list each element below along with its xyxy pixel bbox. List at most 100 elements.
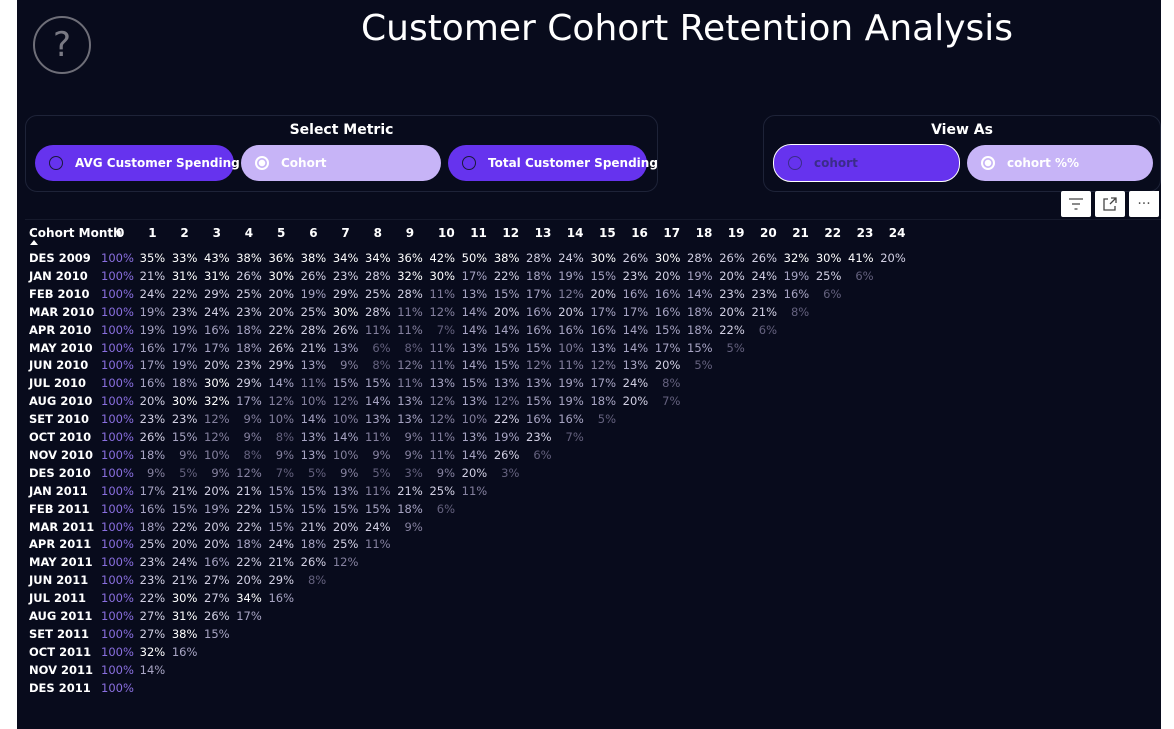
column-header[interactable]: 15 xyxy=(599,226,616,240)
radio-selected-icon xyxy=(981,156,995,170)
retention-cell: 28% xyxy=(526,251,552,265)
retention-cell: 14% xyxy=(461,304,488,319)
retention-cell: 20% xyxy=(139,394,166,409)
retention-cell: 13% xyxy=(300,447,327,462)
retention-cell: 100% xyxy=(101,376,134,391)
retention-cell: 12% xyxy=(429,394,455,409)
retention-cell: 20% xyxy=(204,483,230,498)
metric-slicer: Select Metric AVG Customer Spending Coho… xyxy=(25,115,658,192)
retention-cell: 16% xyxy=(139,501,166,516)
retention-cell: 11% xyxy=(365,430,391,444)
retention-cell: 11% xyxy=(429,286,455,301)
retention-cell: 10% xyxy=(268,412,294,427)
retention-cell: 30% xyxy=(171,394,198,409)
column-header[interactable]: 23 xyxy=(856,226,874,240)
column-header[interactable]: 17 xyxy=(663,226,681,240)
column-header[interactable]: 6 xyxy=(309,226,318,240)
metric-option-avg-customer-spending[interactable]: AVG Customer Spending xyxy=(35,145,240,181)
retention-cell: 100% xyxy=(101,251,134,265)
column-header[interactable]: 18 xyxy=(695,226,713,240)
retention-cell: 16% xyxy=(526,412,552,427)
retention-cell: 19% xyxy=(558,376,584,391)
retention-cell: 20% xyxy=(236,573,262,588)
retention-cell: 26% xyxy=(493,447,520,462)
view-option-cohort[interactable]: cohort xyxy=(773,144,960,182)
retention-cell: 22% xyxy=(236,555,262,570)
retention-cell: 100% xyxy=(101,465,134,480)
retention-cell: 29% xyxy=(204,286,230,301)
retention-cell: 36% xyxy=(397,251,423,265)
retention-cell: 17% xyxy=(236,394,262,409)
option-label: cohort xyxy=(814,156,858,170)
retention-cell: 100% xyxy=(101,394,134,409)
view-option-cohort-percent[interactable]: cohort %% xyxy=(967,145,1153,181)
column-header[interactable]: 2 xyxy=(180,226,189,240)
retention-cell: 11% xyxy=(397,304,423,319)
retention-cell: 15% xyxy=(332,501,359,516)
retention-cell: 25% xyxy=(236,286,262,301)
column-header[interactable]: 7 xyxy=(341,226,350,240)
retention-cell: 12% xyxy=(236,465,262,480)
retention-cell: 20% xyxy=(590,286,616,301)
retention-cell: 27% xyxy=(139,626,166,641)
column-header[interactable]: 12 xyxy=(502,226,520,240)
retention-cell: 11% xyxy=(365,322,391,337)
retention-cell: 25% xyxy=(365,286,391,301)
focus-mode-icon[interactable] xyxy=(1095,191,1125,217)
more-options-icon[interactable]: ··· xyxy=(1129,191,1159,217)
retention-cell: 16% xyxy=(268,591,294,606)
column-header[interactable]: 5 xyxy=(277,226,286,240)
column-header[interactable]: 8 xyxy=(373,226,382,240)
retention-cell: 15% xyxy=(204,626,230,641)
retention-cell: 5% xyxy=(372,465,391,480)
retention-cell: 23% xyxy=(139,555,166,570)
column-header[interactable]: 10 xyxy=(438,226,455,240)
retention-cell: 27% xyxy=(204,573,230,588)
retention-cell: 36% xyxy=(268,251,294,265)
metric-slicer-title: Select Metric xyxy=(289,122,394,138)
column-header[interactable]: 9 xyxy=(405,226,415,240)
option-label: Cohort xyxy=(281,156,327,170)
retention-cell: 18% xyxy=(171,376,198,391)
column-header[interactable]: 19 xyxy=(727,226,745,240)
retention-cell: 10% xyxy=(558,340,584,355)
question-mark-icon[interactable]: ? xyxy=(33,16,91,74)
retention-cell: 16% xyxy=(654,286,681,301)
retention-cell: 30% xyxy=(332,304,359,319)
column-header[interactable]: 13 xyxy=(534,226,552,240)
row-header-label[interactable]: Cohort Month xyxy=(29,226,122,240)
retention-cell: 100% xyxy=(101,537,134,552)
column-header[interactable]: 1 xyxy=(148,226,157,240)
column-header[interactable]: 24 xyxy=(888,226,906,240)
column-header[interactable]: 4 xyxy=(244,226,254,240)
column-header[interactable]: 0 xyxy=(116,226,125,240)
column-header[interactable]: 11 xyxy=(470,226,487,240)
retention-cell: 30% xyxy=(171,591,198,606)
column-header[interactable]: 22 xyxy=(824,226,842,240)
retention-cell: 100% xyxy=(101,483,134,498)
retention-cell: 29% xyxy=(268,358,294,373)
column-header[interactable]: 14 xyxy=(566,226,584,240)
retention-cell: 16% xyxy=(139,340,166,355)
retention-cell: 19% xyxy=(687,268,713,283)
column-header[interactable]: 21 xyxy=(792,226,809,240)
retention-cell: 15% xyxy=(687,340,713,355)
column-header[interactable]: 3 xyxy=(212,226,221,240)
retention-cell: 31% xyxy=(171,609,198,623)
retention-cell: 9% xyxy=(275,447,294,462)
column-header[interactable]: 20 xyxy=(760,226,777,240)
sort-ascending-icon[interactable] xyxy=(30,240,38,245)
retention-cell: 34% xyxy=(236,591,262,606)
radio-unselected-icon xyxy=(49,156,63,170)
cohort-month-label: JUN 2010 xyxy=(29,358,89,373)
retention-cell: 32% xyxy=(783,251,810,265)
retention-cell: 15% xyxy=(268,519,294,534)
retention-cell: 17% xyxy=(171,340,198,355)
retention-cell: 21% xyxy=(300,340,327,355)
column-header[interactable]: 16 xyxy=(631,226,648,240)
metric-option-total-customer-spending[interactable]: Total Customer Spending xyxy=(448,145,658,181)
retention-cell: 13% xyxy=(332,340,359,355)
retention-cell: 15% xyxy=(493,340,520,355)
filter-icon[interactable] xyxy=(1061,191,1091,217)
metric-option-cohort[interactable]: Cohort xyxy=(241,145,441,181)
